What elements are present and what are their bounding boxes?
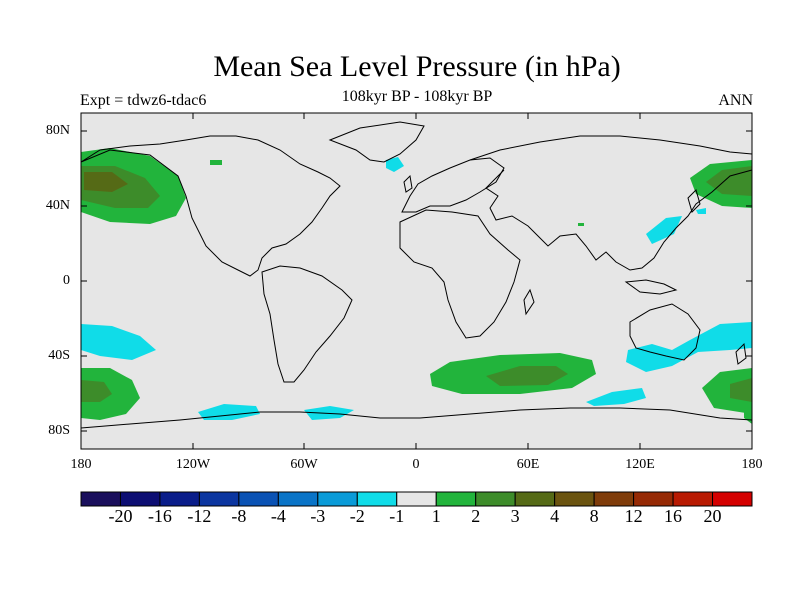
season-label: ANN [718, 92, 753, 109]
colorbar-swatch [593, 491, 635, 507]
anomaly-negative-south-indian [586, 388, 646, 406]
colorbar-label: -20 [108, 506, 133, 526]
colorbar-label: 8 [589, 506, 599, 526]
colorbar-swatch [238, 491, 279, 507]
anomaly-field [81, 148, 752, 424]
anomaly-negative-iceland [386, 157, 404, 172]
lon-label-0: 0 [412, 457, 420, 472]
coast-south-america [261, 265, 353, 383]
lat-label-40s: 40S [48, 348, 70, 363]
colorbar-label: 12 [624, 506, 643, 526]
colorbar [80, 491, 753, 507]
colorbar-label: 16 [664, 506, 683, 526]
colorbar-swatch [317, 491, 358, 507]
anomaly-north-pacific-west-max [84, 172, 128, 192]
colorbar-swatch [712, 491, 753, 507]
lon-label-120w: 120W [175, 457, 211, 472]
colorbar-label: -2 [349, 506, 365, 526]
anomaly-negative-south-pacific [81, 324, 156, 360]
coast-north-america [80, 135, 341, 277]
colorbar-swatch [554, 491, 595, 507]
lat-label-40n: 40N [45, 198, 70, 213]
colorbar-swatch [435, 491, 477, 507]
coast-greenland [328, 121, 425, 163]
lon-label-180e: 180 [741, 457, 763, 472]
anomaly-positive-hudson [210, 160, 222, 165]
lon-ticks [192, 113, 641, 449]
coast-australia [629, 303, 701, 361]
lon-label-120e: 120E [625, 457, 655, 472]
coast-indonesia [624, 279, 678, 295]
anomaly-negative-bellingshausen [198, 404, 260, 420]
coast-uk [403, 174, 413, 193]
anomaly-south-pacific-east [702, 368, 752, 414]
lon-label-60e: 60E [516, 457, 540, 472]
coast-europe [401, 157, 505, 213]
colorbar-label: 1 [431, 506, 441, 526]
anomaly-negative-tasman [626, 322, 752, 372]
colorbar-label: 20 [703, 506, 722, 526]
coast-japan [687, 189, 701, 213]
colorbar-label: 2 [471, 506, 481, 526]
experiment-label: Expt = tdwz6-tdac6 [80, 92, 207, 109]
coast-madagascar [523, 288, 535, 316]
coast-africa [399, 209, 521, 339]
colorbar-label: -3 [310, 506, 326, 526]
chart-subtitle: 108kyr BP - 108kyr BP [341, 88, 493, 105]
colorbar-label: -16 [147, 506, 172, 526]
anomaly-positive-arabia [578, 223, 584, 226]
lat-ticks [81, 130, 752, 432]
colorbar-swatch [672, 491, 714, 507]
anomaly-south-pacific-east-core [730, 378, 752, 402]
lat-label-0: 0 [63, 273, 70, 288]
colorbar-swatch [396, 491, 437, 507]
colorbar-swatch [80, 491, 121, 507]
colorbar-label: -1 [389, 506, 405, 526]
coast-antarctica [80, 407, 753, 429]
colorbar-swatch [119, 491, 161, 507]
colorbar-swatch [514, 491, 556, 507]
colorbar-swatch [277, 491, 319, 507]
coast-asia [469, 135, 753, 271]
colorbar-swatch [198, 491, 240, 507]
colorbar-swatch [356, 491, 398, 507]
anomaly-southern-indian-core [486, 366, 568, 386]
colorbar-label: 4 [550, 506, 560, 526]
lat-label-80s: 80S [48, 423, 70, 438]
colorbar-label: 3 [510, 506, 520, 526]
lat-label-80n: 80N [45, 123, 70, 138]
lon-label-60w: 60W [290, 457, 318, 472]
coastlines [80, 121, 753, 429]
lon-label-180w: 180 [70, 457, 92, 472]
colorbar-swatch [159, 491, 200, 507]
anomaly-negative-west-pacific [646, 216, 682, 244]
anomaly-negative-japan [696, 208, 706, 214]
chart-title: Mean Sea Level Pressure (in hPa) [213, 50, 621, 83]
colorbar-label: -4 [270, 506, 286, 526]
colorbar-swatch [475, 491, 516, 507]
colorbar-label: -8 [231, 506, 247, 526]
colorbar-swatch [633, 491, 674, 507]
coast-new-zealand [735, 342, 747, 365]
colorbar-label: -12 [187, 506, 212, 526]
anomaly-south-pacific-west-core [81, 380, 112, 402]
